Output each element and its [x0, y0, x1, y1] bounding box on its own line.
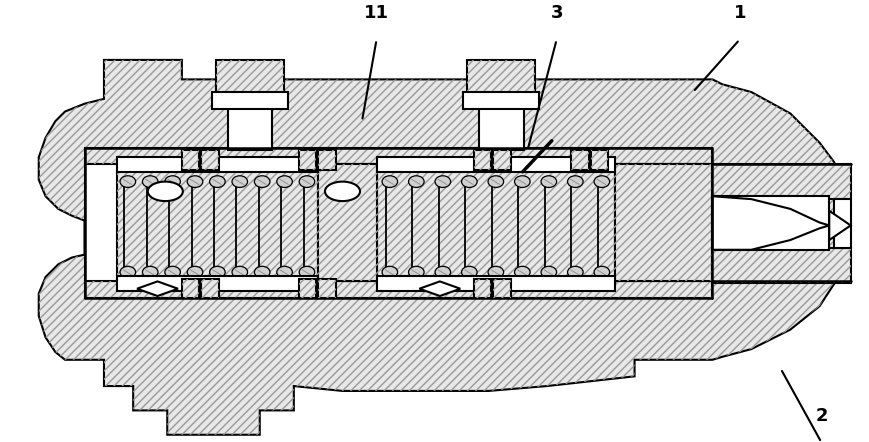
Polygon shape: [212, 92, 288, 109]
Polygon shape: [116, 157, 318, 172]
Ellipse shape: [277, 267, 292, 278]
Ellipse shape: [209, 267, 225, 278]
Ellipse shape: [594, 176, 610, 187]
Ellipse shape: [120, 267, 136, 278]
Ellipse shape: [514, 267, 530, 278]
Ellipse shape: [299, 176, 315, 187]
Polygon shape: [829, 211, 851, 240]
Ellipse shape: [541, 267, 557, 278]
Polygon shape: [494, 279, 511, 298]
Polygon shape: [713, 164, 851, 199]
Text: 11: 11: [364, 4, 389, 22]
Ellipse shape: [435, 267, 451, 278]
Text: 3: 3: [550, 4, 563, 22]
Polygon shape: [420, 282, 461, 296]
Ellipse shape: [143, 176, 158, 187]
Polygon shape: [182, 150, 199, 170]
Polygon shape: [84, 164, 713, 281]
Ellipse shape: [461, 267, 477, 278]
Polygon shape: [182, 279, 199, 298]
Polygon shape: [116, 276, 318, 291]
Ellipse shape: [255, 176, 270, 187]
Polygon shape: [479, 104, 524, 150]
Polygon shape: [376, 170, 615, 284]
Ellipse shape: [461, 176, 477, 187]
Polygon shape: [834, 199, 851, 248]
Ellipse shape: [232, 267, 248, 278]
Ellipse shape: [277, 176, 292, 187]
Polygon shape: [202, 279, 219, 298]
Ellipse shape: [408, 176, 424, 187]
Polygon shape: [463, 92, 539, 109]
Ellipse shape: [148, 182, 182, 201]
Ellipse shape: [232, 176, 248, 187]
Ellipse shape: [567, 267, 583, 278]
Ellipse shape: [255, 267, 270, 278]
Ellipse shape: [382, 176, 398, 187]
Ellipse shape: [165, 176, 181, 187]
Polygon shape: [376, 157, 615, 172]
Ellipse shape: [299, 267, 315, 278]
Polygon shape: [713, 248, 851, 283]
Polygon shape: [318, 279, 335, 298]
Polygon shape: [591, 150, 608, 170]
Polygon shape: [615, 164, 713, 281]
Ellipse shape: [541, 176, 557, 187]
Polygon shape: [318, 150, 335, 170]
Polygon shape: [202, 150, 219, 170]
Text: 1: 1: [733, 4, 746, 22]
Ellipse shape: [408, 267, 424, 278]
Ellipse shape: [120, 176, 136, 187]
Ellipse shape: [165, 267, 181, 278]
Polygon shape: [494, 150, 511, 170]
Ellipse shape: [382, 267, 398, 278]
Polygon shape: [318, 164, 376, 281]
Polygon shape: [713, 196, 829, 250]
Polygon shape: [84, 148, 713, 164]
Ellipse shape: [187, 267, 202, 278]
Ellipse shape: [514, 176, 530, 187]
Ellipse shape: [209, 176, 225, 187]
Polygon shape: [571, 150, 589, 170]
Polygon shape: [228, 104, 272, 150]
Ellipse shape: [488, 267, 504, 278]
Ellipse shape: [435, 176, 451, 187]
Polygon shape: [116, 170, 318, 284]
Polygon shape: [137, 282, 178, 296]
Text: 2: 2: [815, 407, 828, 425]
Ellipse shape: [567, 176, 583, 187]
Ellipse shape: [143, 267, 158, 278]
Polygon shape: [474, 279, 492, 298]
Polygon shape: [39, 60, 842, 435]
Ellipse shape: [594, 267, 610, 278]
Polygon shape: [713, 196, 829, 250]
Polygon shape: [376, 276, 615, 291]
Ellipse shape: [325, 182, 360, 201]
Ellipse shape: [187, 176, 202, 187]
Ellipse shape: [488, 176, 504, 187]
Polygon shape: [299, 279, 316, 298]
Polygon shape: [474, 150, 492, 170]
Polygon shape: [216, 60, 284, 104]
Polygon shape: [84, 281, 713, 298]
Polygon shape: [299, 150, 316, 170]
Polygon shape: [468, 60, 535, 104]
